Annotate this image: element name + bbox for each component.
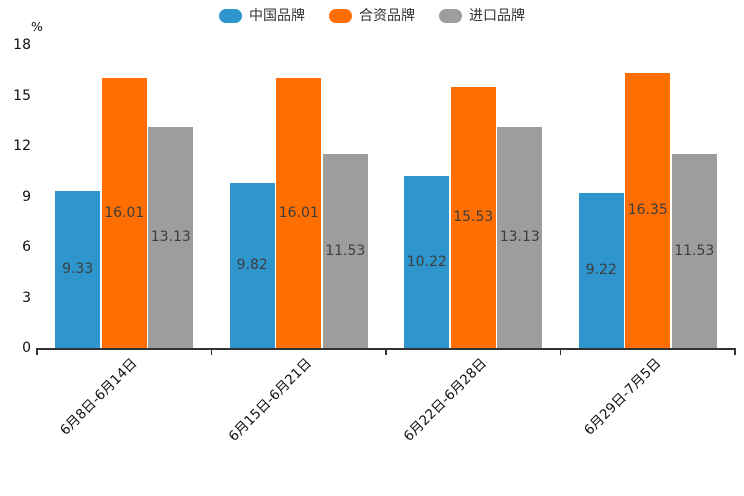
bar[interactable]	[55, 190, 101, 348]
bar[interactable]	[625, 72, 671, 348]
y-tick-label: 9	[22, 188, 31, 205]
bar[interactable]	[404, 175, 450, 348]
bar-value-label: 9.33	[62, 261, 94, 278]
legend-item[interactable]: 中国品牌	[219, 8, 305, 24]
bar[interactable]	[101, 78, 147, 348]
bar-value-label: 13.13	[150, 229, 191, 246]
bar-value-label: 11.53	[674, 242, 715, 259]
x-axis-tick	[734, 348, 736, 355]
bar[interactable]	[450, 86, 496, 348]
x-axis-tick	[385, 348, 387, 355]
bar[interactable]	[578, 192, 624, 348]
y-tick-label: 3	[22, 289, 31, 306]
legend-item[interactable]: 进口品牌	[439, 8, 525, 24]
x-tick-label: 6月29日-7月5日	[581, 355, 665, 439]
x-axis-tick	[559, 348, 562, 355]
x-axis-tick	[210, 348, 213, 355]
x-tick-label: 6月8日-6月14日	[57, 355, 141, 439]
bar[interactable]	[671, 153, 717, 348]
bar-value-label: 10.22	[406, 253, 447, 270]
y-axis-unit-label: %	[31, 19, 43, 34]
bar-value-label: 13.13	[499, 229, 540, 246]
bar-value-label: 16.01	[278, 205, 319, 222]
bar-value-label: 15.53	[453, 209, 494, 226]
bar[interactable]	[497, 126, 543, 348]
bar-value-label: 11.53	[325, 242, 366, 259]
legend-label: 中国品牌	[249, 8, 305, 24]
legend-swatch	[329, 9, 352, 23]
chart-legend: 中国品牌 合资品牌 进口品牌	[0, 8, 744, 24]
bar-value-label: 9.82	[236, 257, 268, 274]
bar-value-label: 16.01	[104, 205, 145, 222]
y-tick-label: 15	[13, 87, 31, 104]
bar-value-label: 16.35	[627, 202, 668, 219]
x-axis-tick	[36, 348, 38, 355]
y-tick-label: 0	[22, 340, 31, 356]
bar[interactable]	[148, 126, 194, 348]
y-tick-label: 12	[13, 138, 31, 154]
legend-label: 合资品牌	[359, 8, 415, 24]
bar-value-label: 9.22	[585, 262, 617, 279]
x-tick-label: 6月15日-6月21日	[225, 355, 316, 445]
legend-swatch	[439, 9, 462, 23]
bar[interactable]	[229, 182, 275, 348]
x-tick-label: 6月22日-6月28日	[400, 355, 490, 445]
bar[interactable]	[276, 78, 322, 348]
bar[interactable]	[322, 153, 368, 348]
y-tick-label: 18	[13, 37, 31, 53]
legend-item[interactable]: 合资品牌	[329, 8, 415, 24]
y-tick-label: 6	[22, 239, 31, 255]
legend-swatch	[219, 9, 242, 23]
legend-label: 进口品牌	[469, 8, 525, 24]
